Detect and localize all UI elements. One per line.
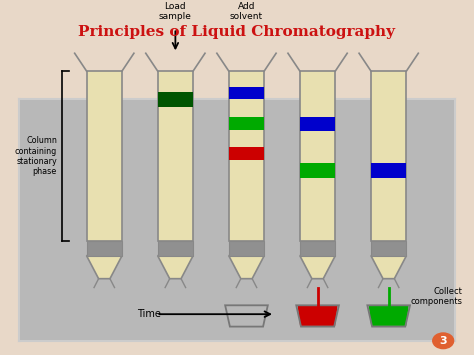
Bar xyxy=(157,71,193,241)
Bar xyxy=(228,147,264,160)
Text: Load
sample: Load sample xyxy=(159,2,192,21)
Bar xyxy=(228,87,264,99)
Polygon shape xyxy=(300,256,336,279)
Text: Time: Time xyxy=(137,309,161,319)
Polygon shape xyxy=(369,306,409,326)
Text: Add
solvent: Add solvent xyxy=(230,2,263,21)
Bar xyxy=(300,163,335,178)
Polygon shape xyxy=(86,256,122,279)
Text: Column
containing
stationary
phase: Column containing stationary phase xyxy=(15,136,57,176)
Bar xyxy=(86,71,122,241)
Text: 3: 3 xyxy=(439,336,447,346)
Text: Collect
components: Collect components xyxy=(410,287,462,306)
Bar xyxy=(157,241,193,256)
Polygon shape xyxy=(157,256,193,279)
Bar xyxy=(300,241,335,256)
Bar xyxy=(86,241,122,256)
Bar xyxy=(371,241,406,256)
Bar xyxy=(228,117,264,130)
Bar xyxy=(300,71,335,241)
Bar xyxy=(228,71,264,241)
Polygon shape xyxy=(298,306,337,326)
Bar xyxy=(300,117,335,131)
Bar xyxy=(157,92,193,106)
Bar xyxy=(228,241,264,256)
Polygon shape xyxy=(371,256,406,279)
Bar xyxy=(371,71,406,241)
Circle shape xyxy=(433,333,454,349)
Text: Principles of Liquid Chromatography: Principles of Liquid Chromatography xyxy=(79,25,395,39)
Polygon shape xyxy=(228,256,264,279)
Bar xyxy=(371,163,406,178)
